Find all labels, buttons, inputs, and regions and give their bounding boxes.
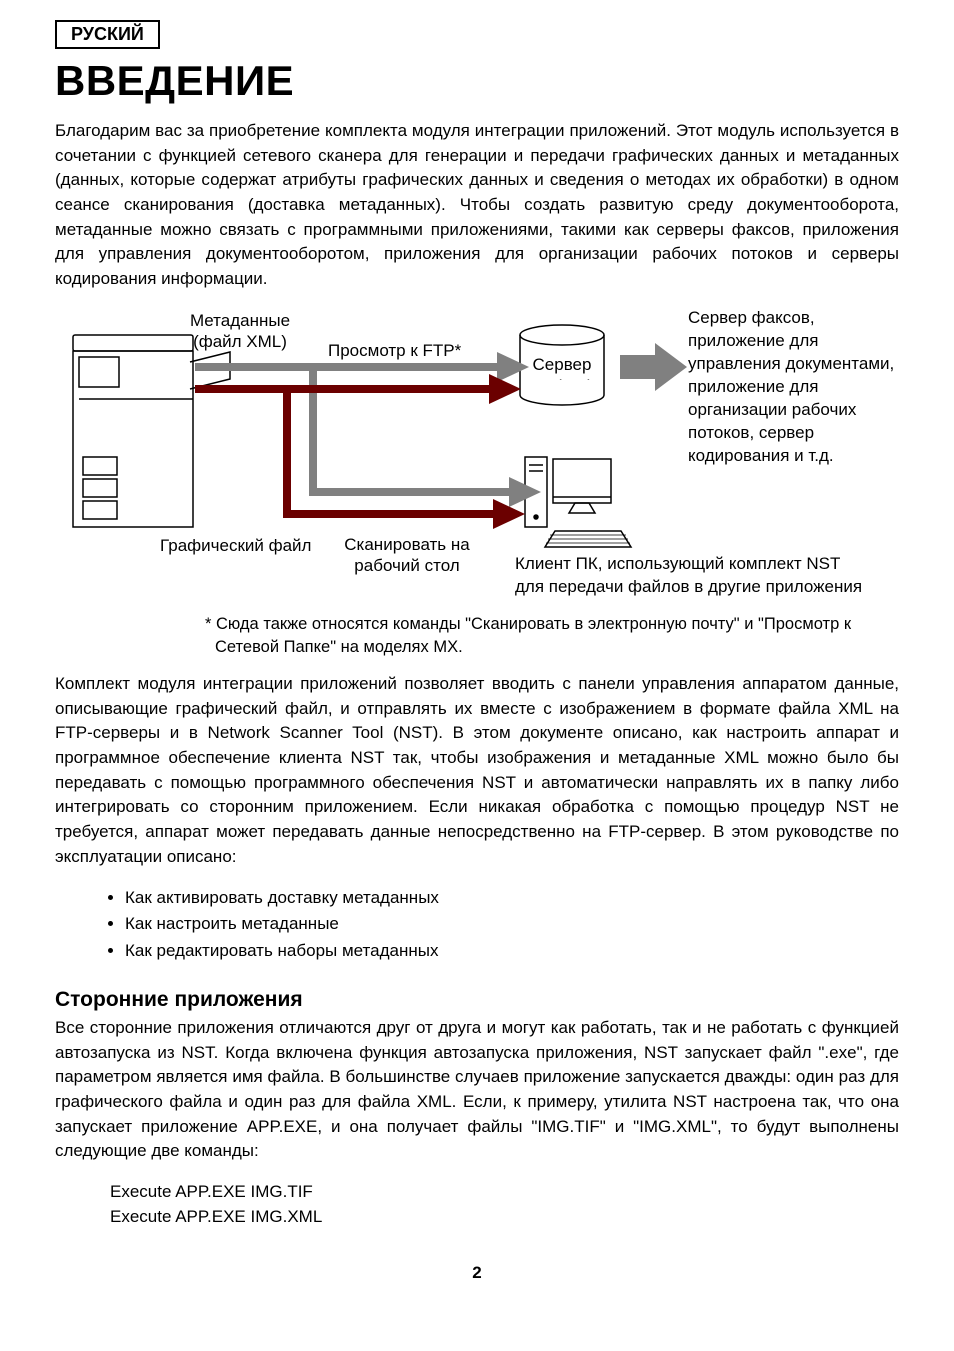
bullet-list: Как активировать доставку метаданных Как…	[125, 885, 899, 964]
command-block: Execute APP.EXE IMG.TIF Execute APP.EXE …	[110, 1180, 899, 1229]
svg-text:Сервер: Сервер	[533, 355, 592, 374]
client-pc-2: для передачи файлов в другие приложения	[515, 577, 862, 596]
command-line-2: Execute APP.EXE IMG.XML	[110, 1205, 899, 1230]
diagram-footnote: * Сюда также относятся команды "Сканиров…	[205, 613, 899, 658]
bullet-item: Как настроить метаданные	[125, 911, 899, 937]
scan-desktop-2: рабочий стол	[354, 556, 459, 575]
language-label: РУСКИЙ	[55, 20, 160, 49]
command-line-1: Execute APP.EXE IMG.TIF	[110, 1180, 899, 1205]
workflow-diagram: Метаданные (файл XML) Просмотр к FTP* Се…	[55, 307, 899, 607]
intro-paragraph: Благодарим вас за приобретение комплекта…	[55, 119, 899, 291]
bullet-item: Как активировать доставку метаданных	[125, 885, 899, 911]
client-pc-1: Клиент ПК, использующий комплект NST	[515, 554, 840, 573]
body-paragraph: Комплект модуля интеграции приложений по…	[55, 672, 899, 869]
diagram-svg: Сервер	[55, 307, 895, 555]
third-party-paragraph: Все сторонние приложения отличаются друг…	[55, 1016, 899, 1164]
bullet-item: Как редактировать наборы метаданных	[125, 938, 899, 964]
page-number: 2	[55, 1263, 899, 1283]
section-heading: Сторонние приложения	[55, 988, 899, 1012]
page-title: ВВЕДЕНИЕ	[55, 57, 899, 105]
